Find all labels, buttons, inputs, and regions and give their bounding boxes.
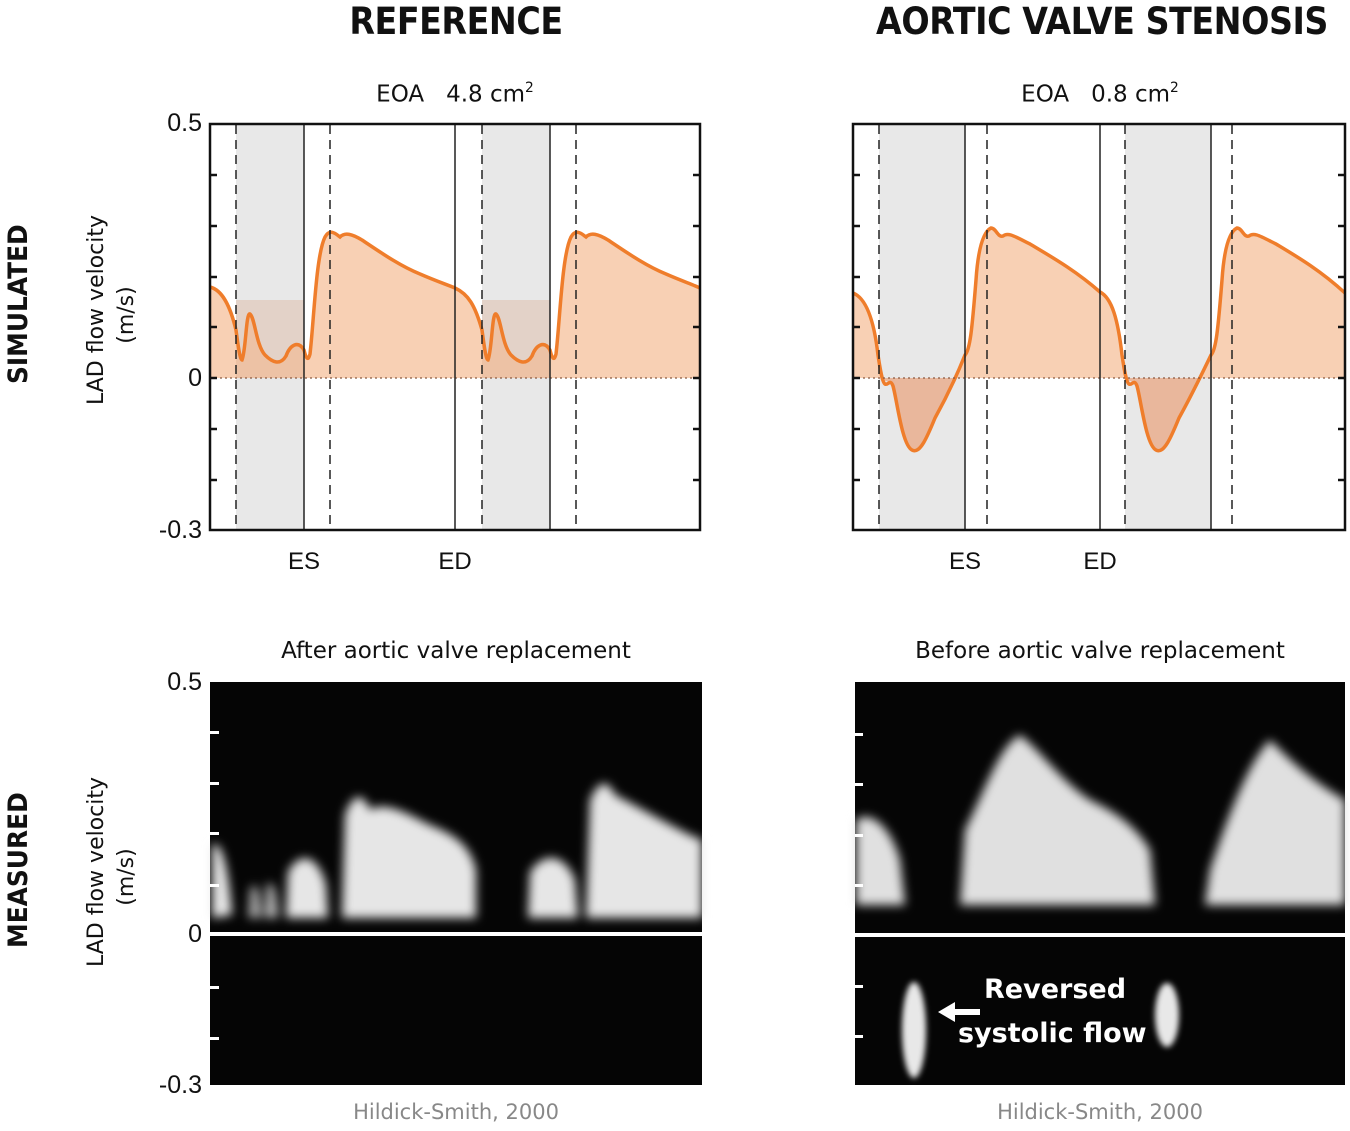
eoa-label-stenosis: EOA 0.8 cm2 [1021,80,1179,108]
doppler-after-replacement [210,682,702,1085]
source-credit: Hildick-Smith, 2000 [353,1100,559,1124]
reversed-flow-annotation: Reversed systolic flow [958,974,1147,1049]
y-tick-neg0.3: -0.3 [158,516,202,544]
y-tick-0.5: 0.5 [167,109,202,137]
reversed-flow-jet [1155,983,1179,1047]
y-ticks [210,173,700,482]
y-tick-neg0.3: -0.3 [158,1071,202,1099]
subtitle-before-replacement: Before aortic valve replacement [915,638,1285,664]
x-marker-es: ES [287,548,320,575]
x-marker-es: ES [948,548,981,575]
y-tick-0: 0 [188,920,202,948]
y-ticks [853,173,1345,482]
eoa-label-reference: EOA 4.8 cm2 [376,80,534,108]
subtitle-after-replacement: After aortic valve replacement [281,638,631,664]
y-tick-0: 0 [188,364,202,392]
velocity-area-negative [883,378,957,451]
reversed-flow-jet [902,982,926,1078]
y-tick-0.5: 0.5 [167,668,202,696]
doppler-before-replacement [855,682,1345,1085]
source-credit: Hildick-Smith, 2000 [997,1100,1203,1124]
column-title-stenosis: AORTIC VALVE STENOSIS [876,0,1328,43]
column-title-reference: REFERENCE [349,0,563,43]
arrow-left-icon [938,1002,980,1022]
x-marker-ed: ED [438,548,472,575]
velocity-area-negative [1127,378,1201,451]
x-marker-ed: ED [1083,548,1117,575]
